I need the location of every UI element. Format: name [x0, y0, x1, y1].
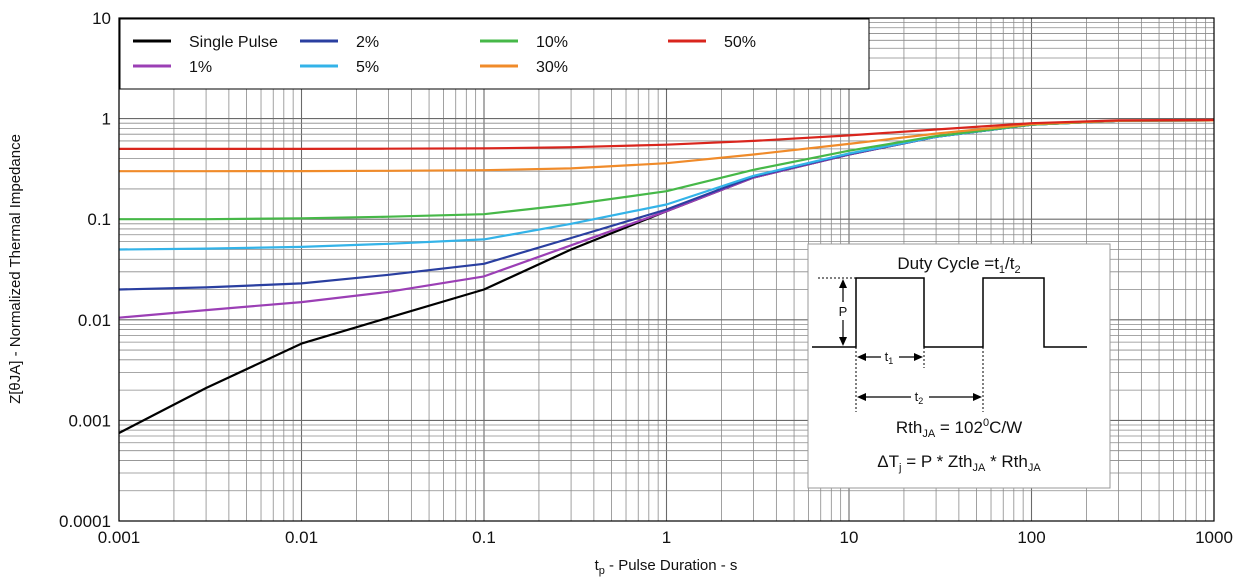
x-tick-label: 0.1 [472, 528, 496, 547]
p-arrow-head-bottom [839, 337, 847, 346]
legend-items: Single Pulse 1% 2% 5% 10% 30% 50% [133, 34, 756, 76]
legend-label: 5% [356, 59, 379, 76]
x-tick-label: 1 [662, 528, 671, 547]
p-label: P [839, 304, 848, 319]
x-tick-label: 10 [840, 528, 859, 547]
x-axis-title-rest: - Pulse Duration - s [605, 557, 738, 574]
t1-arrow-head-right [914, 353, 923, 361]
y-axis-title: Z[θJA] - Normalized Thermal Impedance [7, 134, 24, 404]
rth-formula: RthJA = 1020C/W [896, 417, 1022, 440]
duty-cycle-box-frame [807, 243, 1111, 489]
x-tick-label: 1000 [1195, 528, 1233, 547]
legend-label: 50% [724, 34, 756, 51]
y-tick-label: 0.0001 [59, 512, 111, 531]
x-tick-label: 0.01 [285, 528, 318, 547]
t2-arrow-head-right [973, 393, 982, 401]
t1-arrow-head-left [857, 353, 866, 361]
legend-box [119, 18, 870, 90]
plot-area-border [118, 17, 1215, 522]
y-tick-label: 0.01 [78, 311, 111, 330]
x-tick-labels: 0.001 0.01 0.1 1 10 100 1000 [98, 528, 1233, 547]
t2-arrow-head-left [857, 393, 866, 401]
legend: Single Pulse 1% 2% 5% 10% 30% 50% [119, 18, 870, 90]
y-tick-label: 0.1 [87, 210, 111, 229]
x-axis-title: tp - Pulse Duration - s [595, 557, 738, 577]
y-tick-label: 1 [102, 110, 111, 129]
pulse-waveform [812, 277, 1087, 348]
series-line [119, 118, 1215, 150]
p-label-bg [836, 302, 850, 320]
legend-label: 10% [536, 34, 568, 51]
t2-label: t2 [915, 389, 924, 406]
duty-cycle-box: Duty Cycle =t1/t2 P t1 t2 RthJA = 1020C/… [807, 243, 1111, 489]
legend-label: 1% [189, 59, 212, 76]
legend-label: 2% [356, 34, 379, 51]
p-arrow-head-top [839, 279, 847, 288]
x-axis-title-sub: p [599, 565, 605, 577]
t1-label-bg [881, 346, 899, 364]
y-tick-labels: 10 1 0.1 0.01 0.001 0.0001 [59, 9, 111, 531]
t1-label: t1 [885, 349, 894, 366]
duty-cycle-label: Duty Cycle =t1/t2 [897, 254, 1020, 276]
y-tick-label: 0.001 [68, 411, 111, 430]
x-axis-title-main: t [595, 557, 600, 574]
x-tick-label: 100 [1017, 528, 1045, 547]
series-lines [118, 118, 1215, 434]
delta-t-formula: ΔTj = P * ZthJA * RthJA [877, 452, 1041, 474]
y-tick-label: 10 [92, 9, 111, 28]
t2-label-bg [911, 386, 929, 404]
legend-label: 30% [536, 59, 568, 76]
x-tick-label: 0.001 [98, 528, 141, 547]
legend-label: Single Pulse [189, 34, 278, 51]
